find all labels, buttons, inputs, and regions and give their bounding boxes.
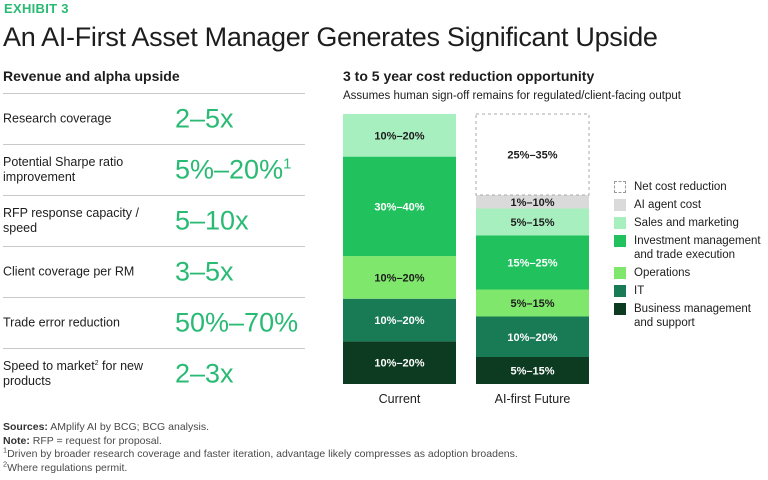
sources-label: Sources:: [3, 421, 48, 433]
legend-swatch: [614, 235, 626, 247]
bar-segment: [476, 195, 589, 209]
metric-value-text: 5–10x: [175, 205, 249, 236]
legend-swatch: [614, 303, 626, 315]
footnote-1: 1Driven by broader research coverage and…: [3, 445, 518, 462]
metric-row: Client coverage per RM 3–5x: [3, 246, 305, 297]
bar-segment: [476, 357, 589, 384]
metric-value-text: 5%–20%: [175, 154, 284, 185]
legend-item: Operations: [614, 266, 766, 280]
legend-label: IT: [634, 285, 645, 297]
bar-segment-label: 10%–20%: [507, 332, 557, 344]
page-title: An AI-First Asset Manager Generates Sign…: [3, 22, 658, 52]
footnote-2: 2Where regulations permit.: [3, 459, 518, 476]
bar-segment: [343, 341, 456, 384]
metric-value: 5%–20%1: [175, 155, 291, 186]
footnote-1-mark: 1: [3, 445, 8, 455]
metric-row: Speed to market2 for new products 2–3x: [3, 348, 305, 399]
legend-label: Net cost reduction: [634, 181, 727, 193]
legend-label: Investment management and trade executio…: [634, 235, 761, 261]
note-label: Note:: [3, 434, 30, 447]
metric-value-text: 3–5x: [175, 256, 234, 287]
bar-segment-label: 25%–35%: [507, 150, 557, 162]
legend-label: Business management and support: [634, 303, 751, 329]
bar-segment-label: 10%–20%: [374, 130, 424, 142]
bar-segment: [476, 289, 589, 317]
metric-row: RFP response capacity / speed 5–10x: [3, 195, 305, 246]
legend-item: Business management and support: [614, 302, 766, 330]
legend-swatch: [614, 285, 626, 297]
metric-value: 50%–70%: [175, 308, 298, 339]
legend-item: IT: [614, 284, 766, 298]
bar-segment-label: 5%–15%: [510, 366, 554, 378]
metric-value: 2–5x: [175, 104, 234, 135]
bar-segment: [476, 208, 589, 236]
sources-text: AMplify AI by BCG; BCG analysis.: [50, 421, 209, 433]
metric-row: Research coverage 2–5x: [3, 93, 305, 144]
bar-segment: [343, 256, 456, 299]
bar-segment-label: 10%–20%: [374, 358, 424, 370]
metric-label-text: Speed to market: [3, 359, 95, 373]
bar-segment-label: 30%–40%: [374, 201, 424, 213]
metric-label-note: 2: [94, 359, 99, 367]
bar-segment: [476, 316, 589, 357]
metric-value: 2–3x: [175, 359, 234, 390]
bar-segment-label: 10%–20%: [374, 315, 424, 327]
footnote-1-text: Driven by broader research coverage and …: [7, 448, 518, 460]
sources-line: Sources: AMplify AI by BCG; BCG analysis…: [3, 421, 518, 435]
footnote-2-mark: 2: [3, 459, 8, 468]
bar-segment-label: 1%–10%: [510, 197, 554, 209]
note-text: RFP = request for proposal.: [32, 434, 162, 447]
legend-swatch: [614, 181, 626, 193]
bar-segment-label: 5%–15%: [510, 298, 554, 310]
category-label: AI-first Future: [495, 392, 571, 406]
right-panel-heading: 3 to 5 year cost reduction opportunity: [343, 68, 595, 84]
bar-segment: [343, 114, 456, 157]
exhibit-label: EXHIBIT 3: [4, 1, 69, 16]
legend-item: Sales and marketing: [614, 216, 766, 230]
legend-swatch: [614, 267, 626, 279]
bar-segment-label: 5%–15%: [510, 217, 554, 229]
metric-value-text: 2–5x: [175, 103, 234, 134]
bar-segment-label: 10%–20%: [374, 272, 424, 284]
metric-label: Client coverage per RM: [3, 264, 135, 279]
metric-value-text: 50%–70%: [175, 307, 299, 338]
bar-segment: [343, 156, 456, 257]
metric-value-text: 2–3x: [175, 358, 234, 389]
left-panel-heading: Revenue and alpha upside: [3, 68, 180, 84]
legend-label: Operations: [634, 267, 691, 279]
legend-swatch: [614, 217, 626, 229]
metric-label: Potential Sharpe ratio improvement: [3, 155, 124, 184]
note-line: Note: RFP = request for proposal.: [3, 435, 518, 449]
legend-item: Investment management and trade executio…: [614, 234, 766, 262]
cost-reduction-chart: 10%–20% 10%–20% 10%–20% 30%–40% 10%–20% Curre…: [343, 113, 590, 406]
metric-label: Speed to market2 for new products: [3, 359, 153, 389]
metrics-table: Research coverage 2–5x Potential Sharpe ra…: [3, 93, 305, 399]
bar-segment: [343, 298, 456, 342]
footnotes: Sources: AMplify AI by BCG; BCG analysis…: [3, 421, 518, 475]
metric-label: RFP response capacity / speed: [3, 206, 139, 235]
footnote-2-text: Where regulations permit.: [7, 461, 128, 474]
bar-segment-label: 15%–25%: [507, 258, 557, 270]
metric-label-text-rest: for new products: [3, 359, 144, 388]
metric-row: Potential Sharpe ratio improvement 5%–20%…: [3, 144, 305, 195]
metric-value: 3–5x: [175, 257, 234, 288]
category-label: Current: [379, 392, 421, 406]
legend-label: Sales and marketing: [634, 217, 739, 229]
bar-segment: [476, 235, 589, 290]
bar-segment: [475, 113, 590, 196]
metric-value-note: 1: [283, 156, 292, 173]
legend-item: Net cost reduction: [614, 180, 766, 194]
metric-row: Trade error reduction 50%–70%: [3, 297, 305, 348]
legend-swatch: [614, 199, 626, 211]
metric-label: Trade error reduction: [3, 315, 120, 330]
right-panel-subheading: Assumes human sign-off remains for regul…: [343, 90, 681, 102]
legend-item: AI agent cost: [614, 198, 766, 212]
metric-label: Research coverage: [3, 111, 112, 126]
metric-value: 5–10x: [175, 206, 249, 237]
legend-label: AI agent cost: [634, 199, 702, 211]
chart-legend: Net cost reduction AI agent cost Sales and…: [614, 180, 766, 334]
